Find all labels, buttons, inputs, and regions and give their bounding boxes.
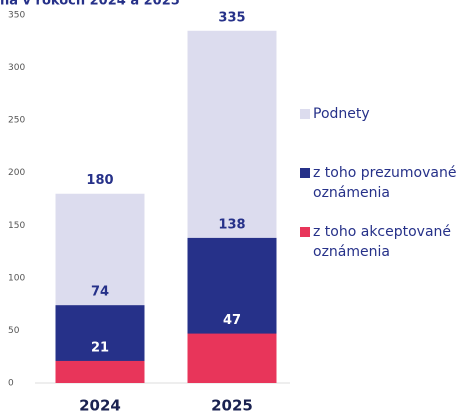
y-tick-label: 0	[8, 379, 14, 389]
data-label: 47	[223, 313, 241, 328]
y-tick-label: 250	[8, 116, 25, 126]
legend-label: z toho akceptované oznámenia	[313, 224, 452, 260]
data-label: 74	[91, 285, 109, 300]
legend-label: Podnety	[313, 106, 370, 122]
legend-swatch	[300, 227, 310, 237]
chart-title: na v rokoch 2024 a 2025	[0, 0, 180, 9]
x-tick-label: 2025	[211, 397, 253, 415]
y-tick-label: 350	[8, 11, 25, 21]
legend-swatch	[300, 168, 310, 178]
y-tick-label: 200	[8, 168, 25, 178]
data-label: 138	[218, 217, 245, 232]
x-tick-label: 2024	[79, 397, 121, 415]
legend-swatch	[300, 109, 310, 119]
y-tick-label: 100	[8, 273, 25, 283]
legend-label: z toho prezumované oznámenia	[313, 165, 457, 201]
bar	[55, 360, 145, 383]
data-label: 335	[218, 10, 245, 25]
legend-entry: z toho akceptované oznámenia	[300, 222, 476, 262]
y-tick-label: 300	[8, 63, 25, 73]
y-tick-label: 150	[8, 221, 25, 231]
data-label: 21	[91, 340, 109, 355]
legend-entry: z toho prezumované oznámenia	[300, 163, 476, 203]
data-label: 180	[86, 173, 113, 188]
bar	[187, 333, 277, 383]
legend-entry: Podnety	[300, 104, 476, 124]
y-tick-label: 50	[8, 326, 20, 336]
